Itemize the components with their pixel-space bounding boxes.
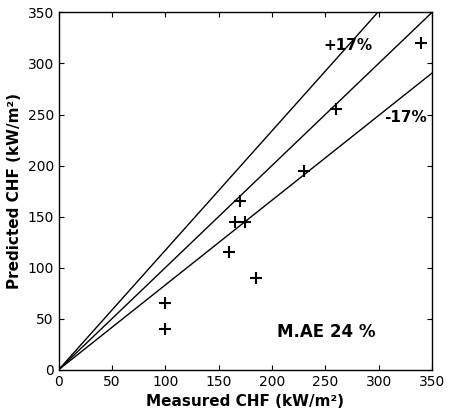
Text: -17%: -17% (383, 110, 426, 125)
Y-axis label: Predicted CHF (kW/m²): Predicted CHF (kW/m²) (7, 93, 22, 289)
Text: +17%: +17% (322, 38, 372, 53)
X-axis label: Measured CHF (kW/m²): Measured CHF (kW/m²) (146, 394, 344, 409)
Text: M.AE 24 %: M.AE 24 % (277, 323, 375, 341)
